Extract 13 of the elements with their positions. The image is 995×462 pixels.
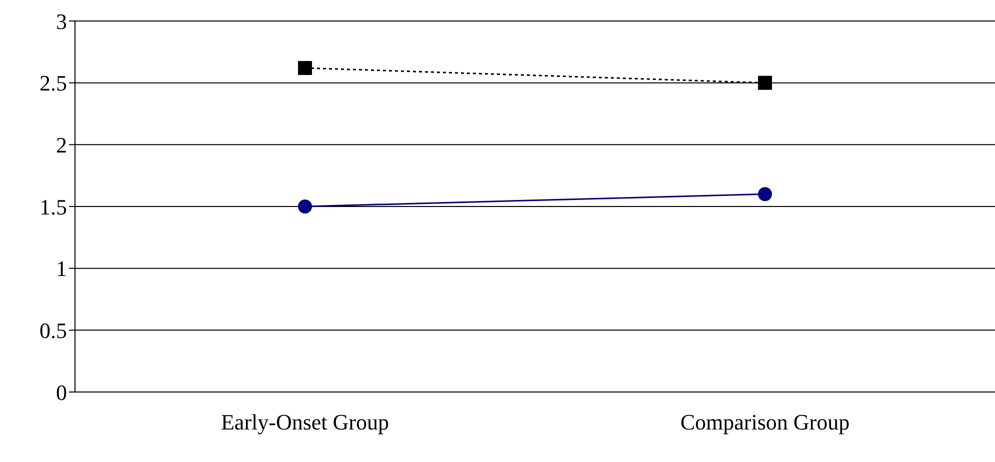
- y-tick-label: 2.5: [40, 70, 67, 96]
- y-tick-label: 2: [56, 132, 67, 158]
- x-tick-label: Comparison Group: [680, 410, 850, 435]
- y-tick-label: 0: [56, 380, 67, 405]
- point: [758, 76, 772, 90]
- y-tick-label: 3: [56, 8, 67, 34]
- y-tick-label: 1.5: [40, 194, 67, 220]
- x-tick-label: Early-Onset Group: [220, 410, 390, 435]
- point: [298, 200, 312, 214]
- y-tick-label: 1: [56, 256, 67, 282]
- point: [758, 187, 772, 202]
- point: [298, 60, 312, 75]
- y-tick-label: 0.5: [40, 318, 67, 343]
